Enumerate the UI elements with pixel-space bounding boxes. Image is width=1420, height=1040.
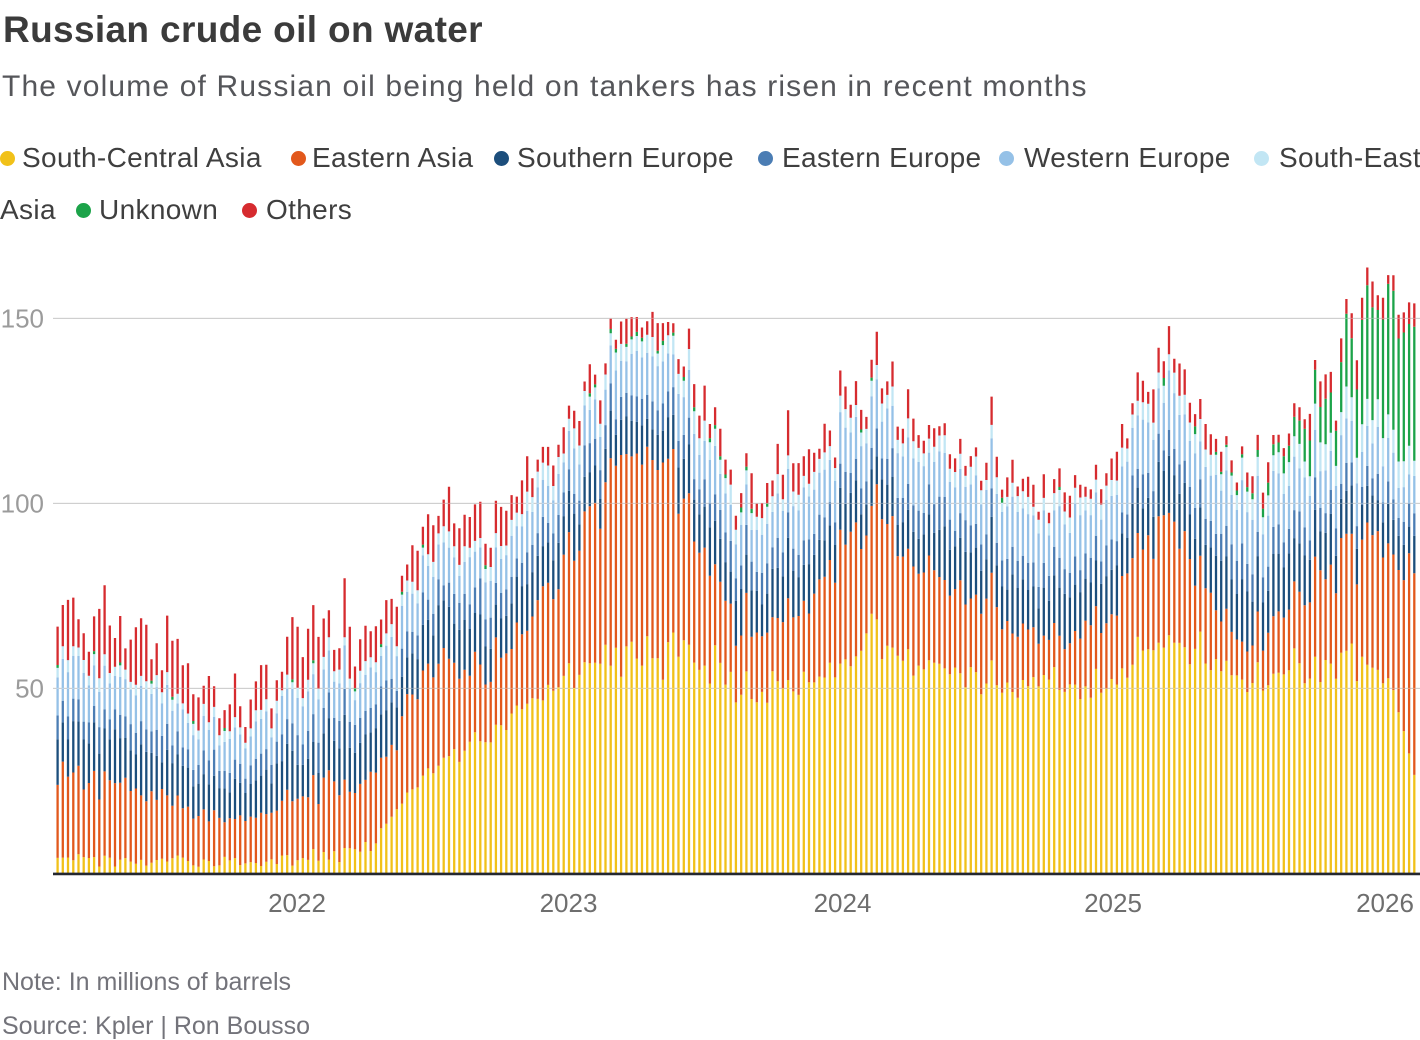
svg-text:50: 50 (15, 673, 44, 703)
svg-text:150: 150 (1, 303, 44, 333)
svg-text:2022: 2022 (268, 888, 326, 918)
svg-text:2023: 2023 (540, 888, 598, 918)
svg-text:2026: 2026 (1356, 888, 1414, 918)
svg-text:100: 100 (1, 488, 44, 518)
svg-text:2024: 2024 (814, 888, 872, 918)
svg-text:2025: 2025 (1084, 888, 1142, 918)
